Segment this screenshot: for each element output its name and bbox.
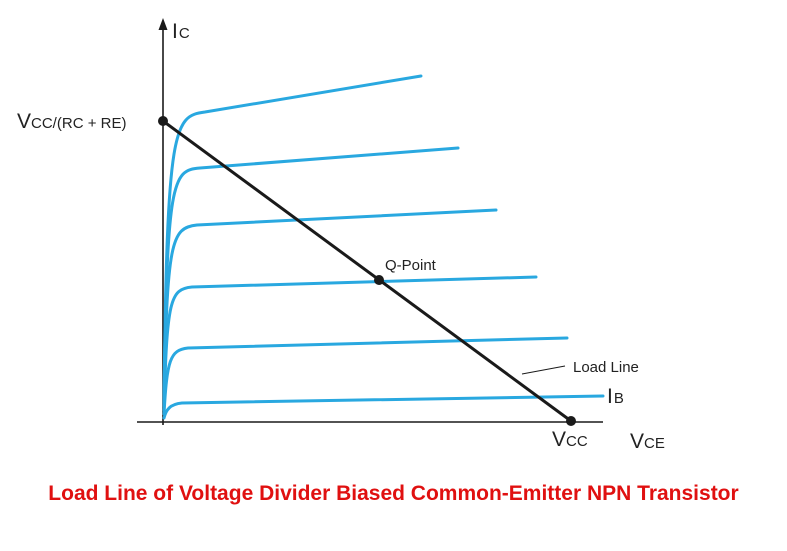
q-point-label: Q-Point <box>385 257 437 274</box>
characteristic-curves <box>162 74 605 420</box>
axes <box>137 18 603 425</box>
x-intercept-point <box>566 416 576 426</box>
characteristic-curve-6 <box>162 74 423 400</box>
q-point-marker <box>374 275 384 285</box>
y-axis-arrow-icon <box>158 18 168 30</box>
load-line-diagram: IC VCC/(RC + RE) Q-Point Load Line IB VC… <box>17 18 665 453</box>
y-axis-label: IC <box>172 20 190 43</box>
load-line-label: Load Line <box>573 359 639 376</box>
characteristic-curve-4 <box>162 208 498 408</box>
y-intercept-label: VCC/(RC + RE) <box>17 110 126 133</box>
characteristic-curve-5 <box>162 146 460 404</box>
load-line <box>162 119 572 423</box>
diagram-title: Load Line of Voltage Divider Biased Comm… <box>48 482 739 505</box>
load-line-leader <box>521 365 566 375</box>
y-intercept-point <box>158 116 168 126</box>
x-axis-label: VCE <box>630 430 665 453</box>
x-intercept-label: VCC <box>552 428 588 451</box>
base-current-label: IB <box>607 385 624 408</box>
characteristic-curve-1 <box>162 394 605 420</box>
